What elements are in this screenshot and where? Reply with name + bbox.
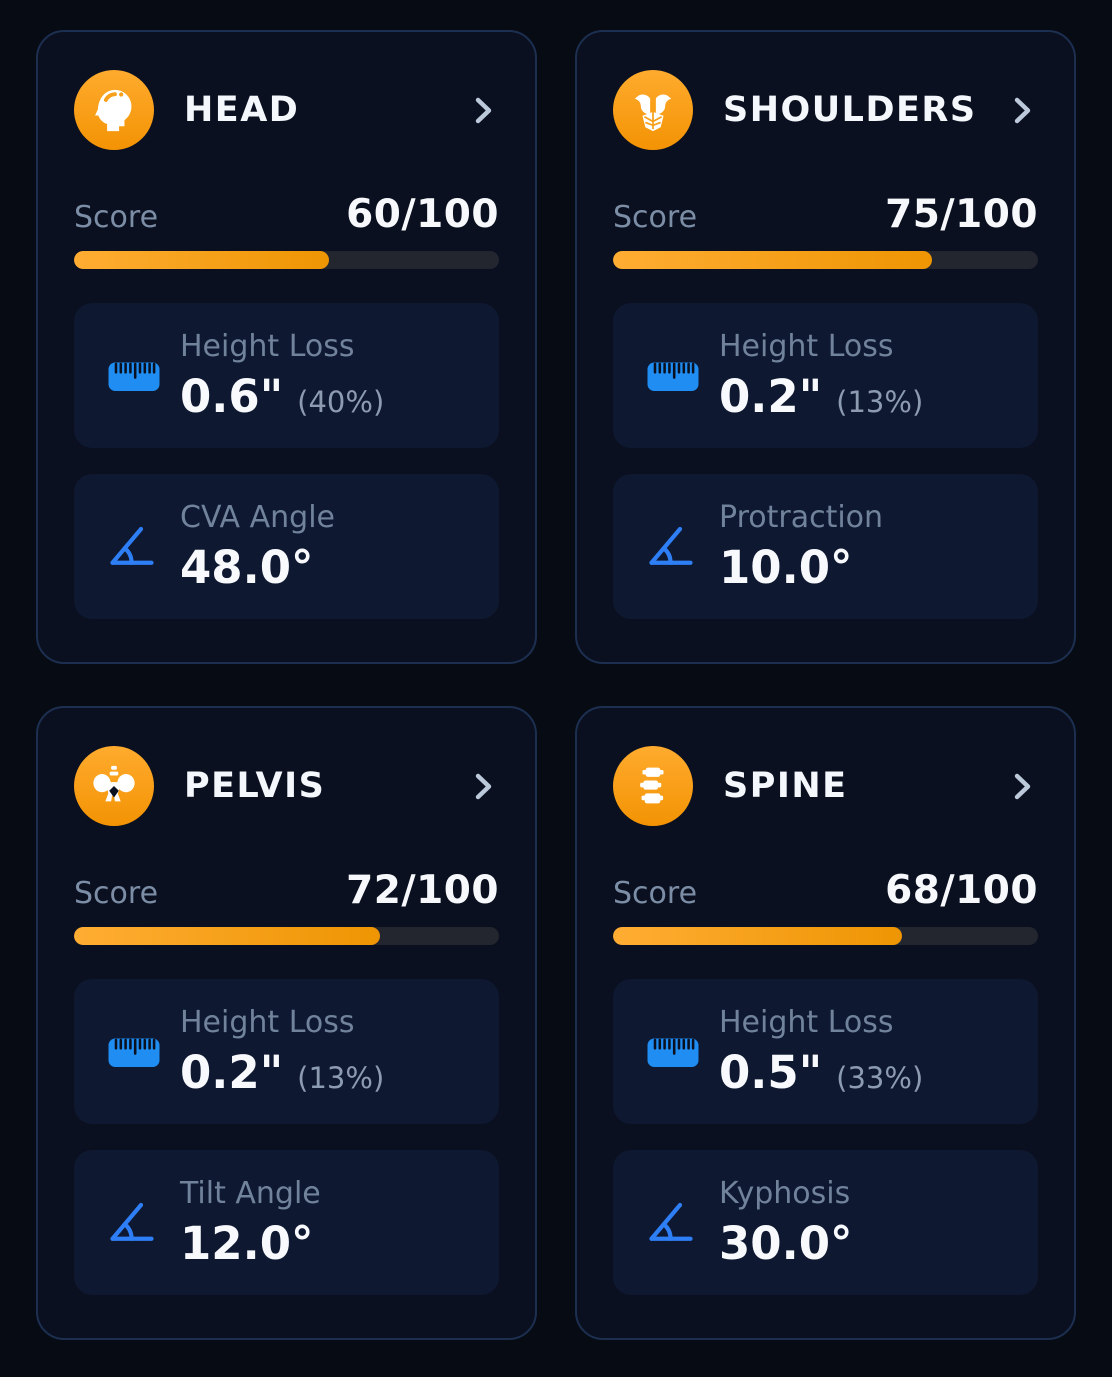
angle-icon: [646, 523, 719, 571]
score-row: Score 72/100: [74, 868, 499, 913]
metric-suffix: (13%): [297, 1060, 385, 1095]
card-title: SHOULDERS: [723, 90, 977, 130]
head-card[interactable]: HEAD Score 60/100 Height Loss 0.6" (40%): [36, 30, 537, 664]
score-label: Score: [613, 876, 698, 911]
score-progress-track: [613, 927, 1038, 945]
angle-tile: Kyphosis 30.0°: [613, 1150, 1038, 1295]
metric-suffix: (13%): [836, 384, 924, 419]
metric-label: Height Loss: [719, 328, 894, 364]
metric-value: 0.5": [719, 1045, 823, 1099]
body-scores-grid: HEAD Score 60/100 Height Loss 0.6" (40%): [36, 30, 1076, 1340]
metric-label: Tilt Angle: [180, 1175, 321, 1211]
ruler-icon: [107, 1031, 180, 1073]
angle-icon: [646, 1199, 719, 1247]
ruler-icon: [646, 355, 719, 397]
metric-value: 10.0°: [719, 540, 853, 594]
card-header: SHOULDERS: [613, 70, 1038, 150]
metric-label: Protraction: [719, 499, 884, 535]
score-value: 75/100: [885, 192, 1038, 237]
metric-value: 0.6": [180, 369, 284, 423]
score-value: 68/100: [885, 868, 1038, 913]
score-row: Score 68/100: [613, 868, 1038, 913]
metric-label: CVA Angle: [180, 499, 335, 535]
angle-tile: Protraction 10.0°: [613, 474, 1038, 619]
score-progress-fill: [613, 927, 902, 945]
spine-card[interactable]: SPINE Score 68/100 Height Loss 0.5" (33%…: [575, 706, 1076, 1340]
height-loss-tile: Height Loss 0.2" (13%): [613, 303, 1038, 448]
metric-label: Height Loss: [180, 1004, 355, 1040]
score-progress-track: [613, 251, 1038, 269]
card-header: SPINE: [613, 746, 1038, 826]
angle-icon: [107, 1199, 180, 1247]
pelvis-icon: [74, 746, 154, 826]
score-value: 72/100: [346, 868, 499, 913]
angle-tile: Tilt Angle 12.0°: [74, 1150, 499, 1295]
card-title: HEAD: [184, 90, 300, 130]
card-header: HEAD: [74, 70, 499, 150]
metric-suffix: (40%): [297, 384, 385, 419]
angle-tile: CVA Angle 48.0°: [74, 474, 499, 619]
metric-label: Height Loss: [719, 1004, 894, 1040]
score-progress-fill: [74, 927, 380, 945]
metric-value: 0.2": [180, 1045, 284, 1099]
height-loss-tile: Height Loss 0.5" (33%): [613, 979, 1038, 1124]
score-row: Score 75/100: [613, 192, 1038, 237]
score-progress-track: [74, 251, 499, 269]
metric-value: 48.0°: [180, 540, 314, 594]
score-progress-track: [74, 927, 499, 945]
chevron-right-icon[interactable]: [1007, 95, 1038, 126]
score-progress-fill: [613, 251, 932, 269]
card-title: PELVIS: [184, 766, 326, 806]
height-loss-tile: Height Loss 0.6" (40%): [74, 303, 499, 448]
head-icon: [74, 70, 154, 150]
ruler-icon: [646, 1031, 719, 1073]
metric-value: 30.0°: [719, 1216, 853, 1270]
spine-icon: [613, 746, 693, 826]
ruler-icon: [107, 355, 180, 397]
score-label: Score: [613, 200, 698, 235]
score-label: Score: [74, 200, 159, 235]
angle-icon: [107, 523, 180, 571]
card-title: SPINE: [723, 766, 848, 806]
metric-value: 0.2": [719, 369, 823, 423]
score-label: Score: [74, 876, 159, 911]
score-row: Score 60/100: [74, 192, 499, 237]
metric-value: 12.0°: [180, 1216, 314, 1270]
score-progress-fill: [74, 251, 329, 269]
chevron-right-icon[interactable]: [468, 95, 499, 126]
shoulders-card[interactable]: SHOULDERS Score 75/100 Height Loss 0.2" …: [575, 30, 1076, 664]
shoulders-icon: [613, 70, 693, 150]
chevron-right-icon[interactable]: [468, 771, 499, 802]
metric-suffix: (33%): [836, 1060, 924, 1095]
metric-label: Height Loss: [180, 328, 355, 364]
score-value: 60/100: [346, 192, 499, 237]
metric-label: Kyphosis: [719, 1175, 851, 1211]
card-header: PELVIS: [74, 746, 499, 826]
height-loss-tile: Height Loss 0.2" (13%): [74, 979, 499, 1124]
chevron-right-icon[interactable]: [1007, 771, 1038, 802]
pelvis-card[interactable]: PELVIS Score 72/100 Height Loss 0.2" (13…: [36, 706, 537, 1340]
